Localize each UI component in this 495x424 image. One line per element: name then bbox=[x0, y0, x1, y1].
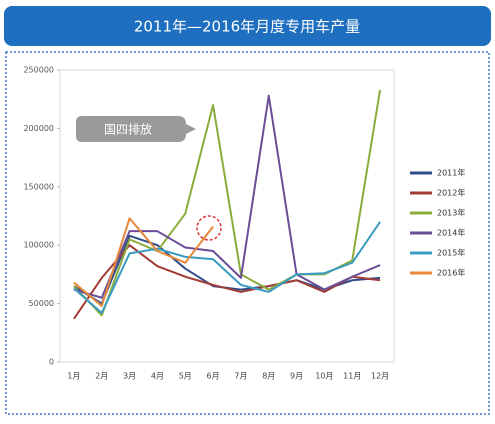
y-tick-label: 100000 bbox=[23, 241, 54, 250]
x-tick-label: 3月 bbox=[123, 372, 136, 381]
series-line bbox=[73, 217, 214, 307]
x-tick-label: 9月 bbox=[290, 372, 303, 381]
y-tick-label: 200000 bbox=[23, 124, 54, 133]
x-tick-label: 11月 bbox=[343, 372, 361, 381]
highlight-circle bbox=[196, 215, 222, 241]
x-tick-label: 2月 bbox=[95, 372, 108, 381]
series-line bbox=[73, 94, 381, 299]
chart-title: 2011年—2016年月度专用车产量 bbox=[134, 18, 360, 36]
legend-label: 2016年 bbox=[437, 268, 465, 278]
x-tick-label: 7月 bbox=[234, 372, 247, 381]
legend-label: 2012年 bbox=[437, 188, 465, 198]
series-line bbox=[73, 221, 381, 314]
legend-label: 2011年 bbox=[437, 168, 465, 178]
legend-label: 2014年 bbox=[437, 228, 465, 238]
x-tick-label: 1月 bbox=[67, 372, 80, 381]
y-tick-label: 0 bbox=[49, 358, 54, 367]
x-tick-label: 8月 bbox=[262, 372, 275, 381]
x-tick-label: 4月 bbox=[151, 372, 164, 381]
legend-label: 2015年 bbox=[437, 248, 465, 258]
x-tick-label: 6月 bbox=[207, 372, 220, 381]
x-tick-label: 12月 bbox=[371, 372, 389, 381]
callout bbox=[76, 116, 196, 142]
annotation: 国四排放 bbox=[104, 122, 152, 137]
x-tick-label: 10月 bbox=[315, 372, 333, 381]
y-tick-label: 50000 bbox=[29, 299, 54, 308]
legend-label: 2013年 bbox=[437, 208, 465, 218]
y-tick-label: 150000 bbox=[23, 182, 54, 191]
plot-border bbox=[59, 69, 395, 363]
header bbox=[4, 6, 491, 46]
x-tick-label: 5月 bbox=[179, 372, 192, 381]
y-tick-label: 250000 bbox=[23, 66, 54, 75]
